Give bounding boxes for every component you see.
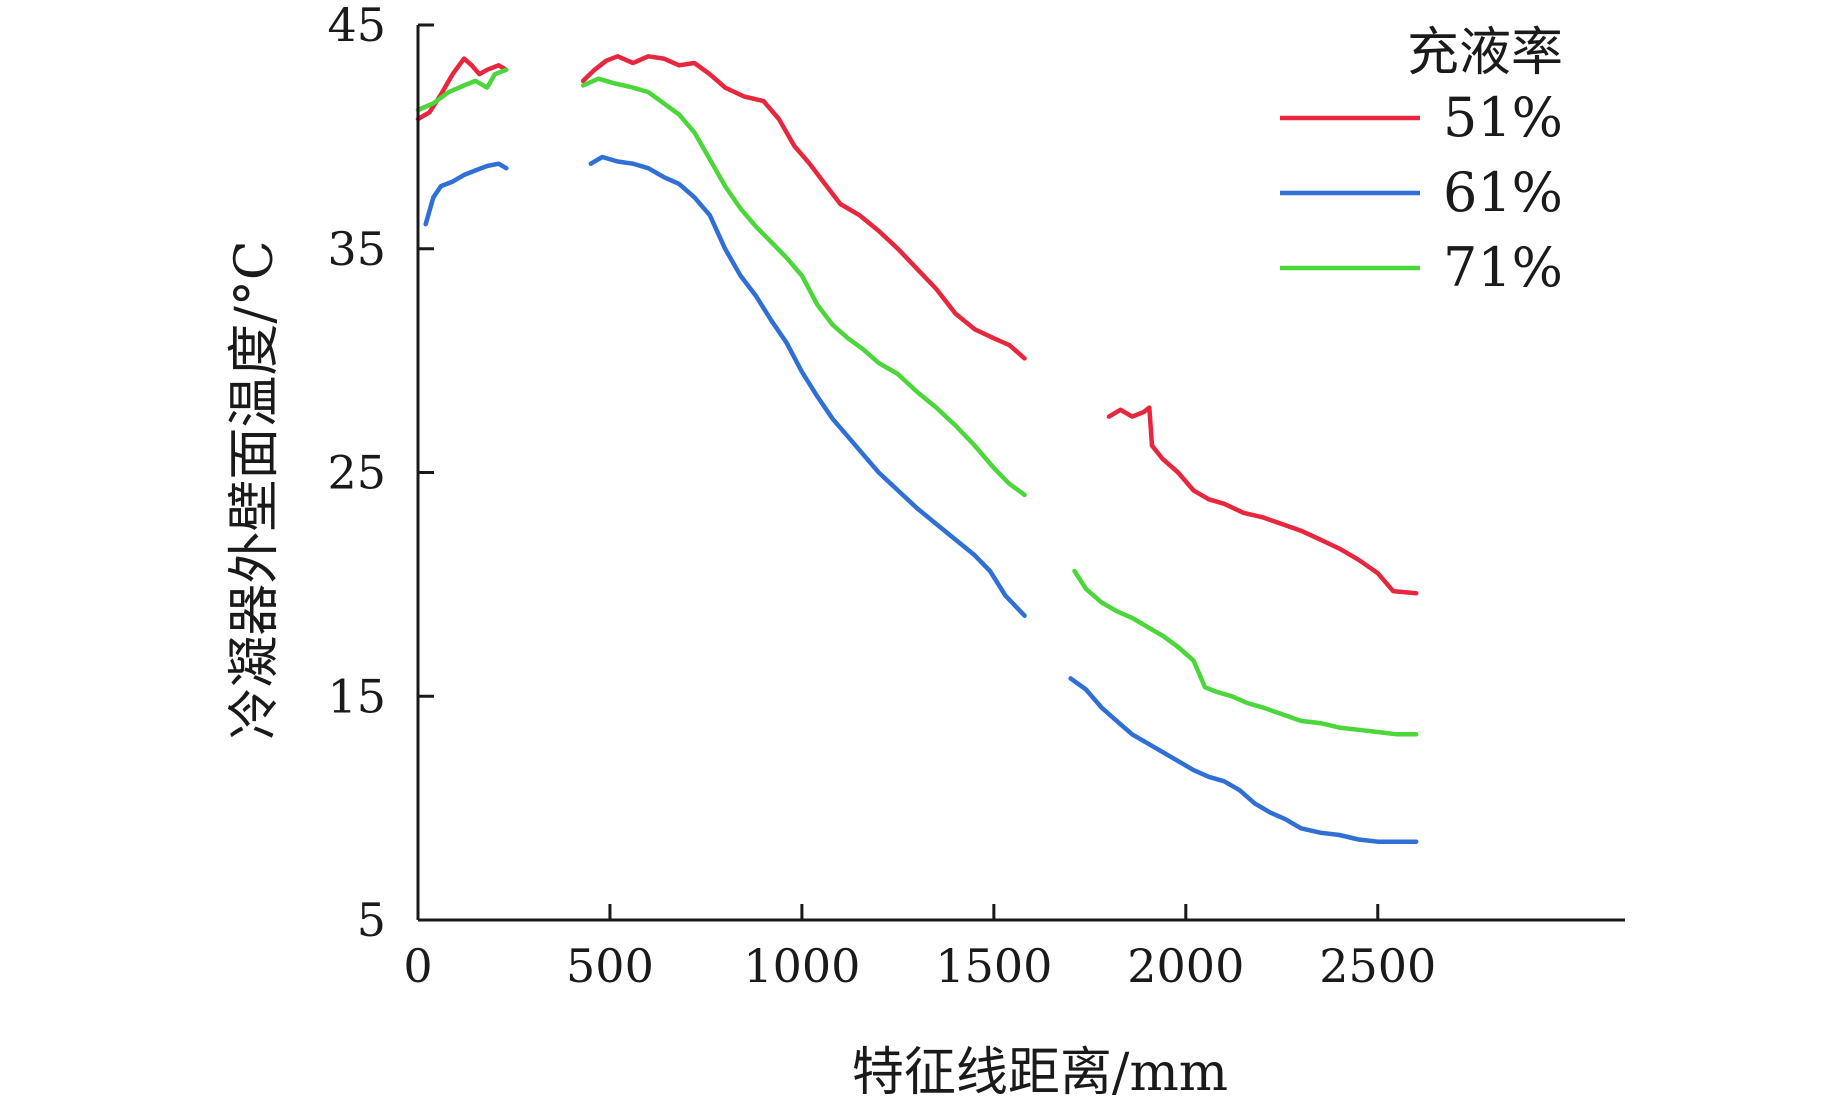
series-51pct-line [580,54,1027,361]
y-axis-title: 冷凝器外壁面温度/°C [225,240,285,739]
series-61pct-line [1068,676,1419,844]
y-tick-label: 35 [327,222,386,276]
y-tick-label: 15 [327,669,386,723]
x-tick-label: 2000 [1127,939,1244,993]
y-tick-label: 25 [327,446,386,500]
y-tick-label: 5 [357,893,386,947]
plot-area [415,54,1419,844]
x-tick-label: 500 [566,939,654,993]
legend-title: 充液率 [1407,23,1563,83]
legend-label: 61% [1443,161,1563,224]
series-61pct-line [423,161,509,227]
series-71pct-line [415,67,509,113]
series-51pct-line [415,56,509,122]
y-tick-label: 45 [327,0,386,52]
series-61pct-line [588,154,1027,618]
x-axis-title: 特征线距离/mm [852,1043,1228,1096]
legend-label: 71% [1443,236,1563,299]
x-tick-label: 0 [403,939,432,993]
x-tick-label: 1500 [935,939,1052,993]
ticks: 5 15 25 35 45 0 500 1000 1500 2000 2500 [327,0,1436,993]
x-tick-label: 2500 [1319,939,1436,993]
series-71pct-line [1072,568,1419,737]
series-51pct-line [1106,405,1419,596]
legend: 充液率 51% 61% 71% [1280,23,1563,299]
legend-label: 51% [1443,86,1563,149]
series-71pct-line [580,76,1027,498]
x-tick-label: 1000 [743,939,860,993]
